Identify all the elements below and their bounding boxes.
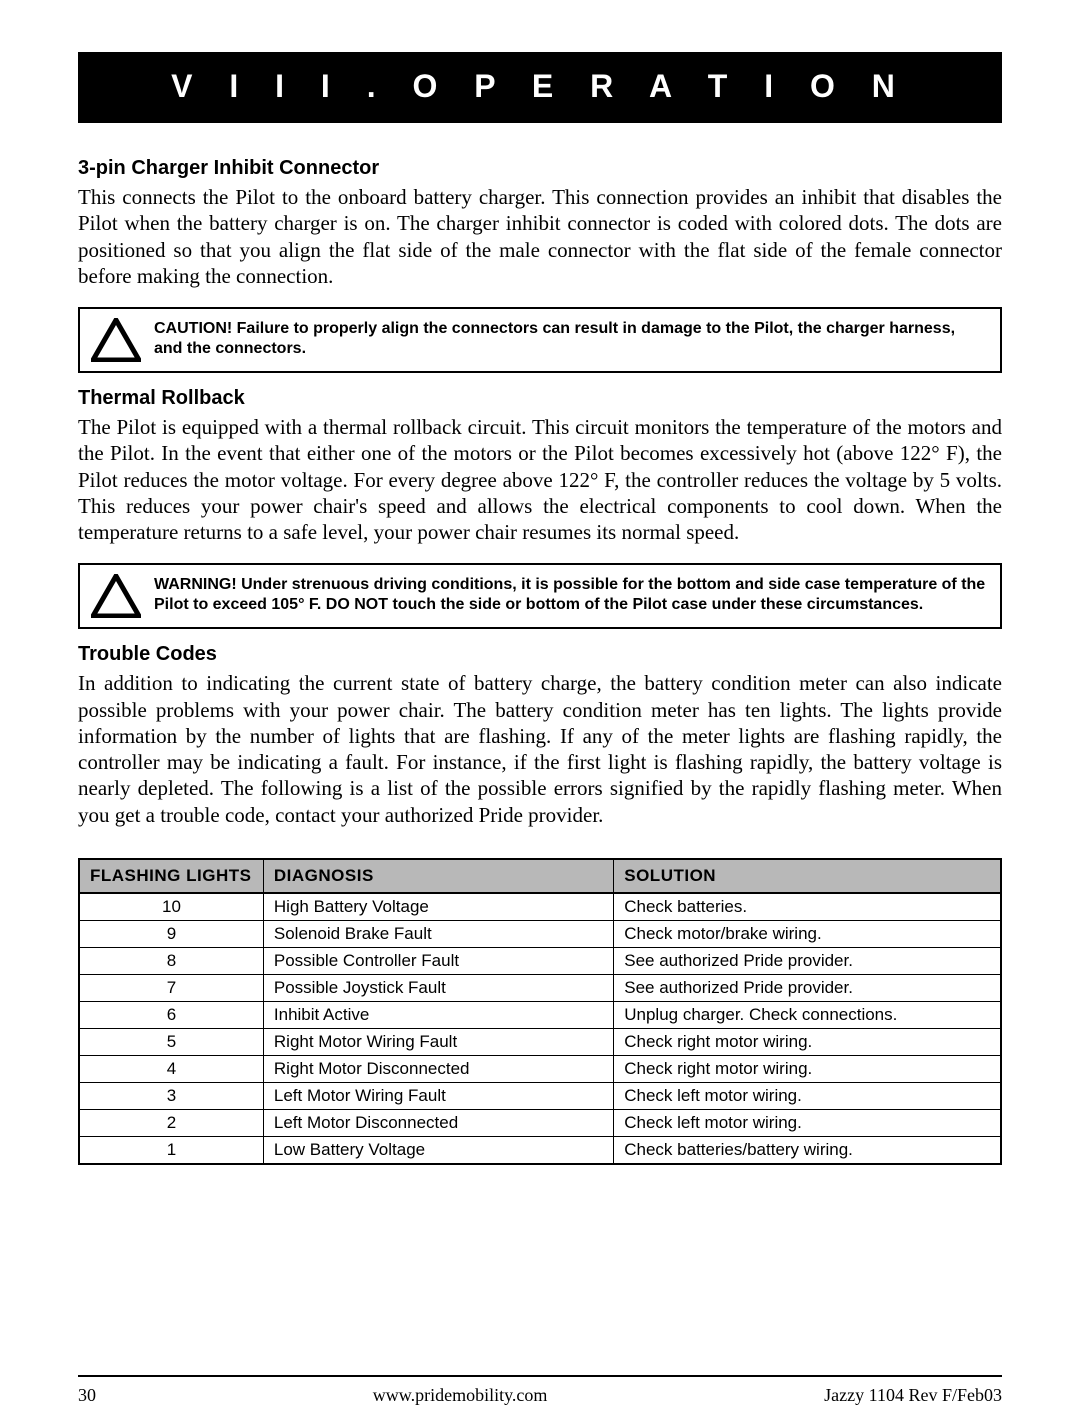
column-header-lights: FLASHING LIGHTS [79,859,263,893]
table-row: 9Solenoid Brake FaultCheck motor/brake w… [79,920,1001,947]
trouble-table-body: 10High Battery VoltageCheck batteries.9S… [79,893,1001,1164]
document-page: V I I I . O P E R A T I O N 3-pin Charge… [0,0,1080,1406]
table-cell: Right Motor Disconnected [263,1055,613,1082]
table-row: 3Left Motor Wiring FaultCheck left motor… [79,1082,1001,1109]
footer-url: www.pridemobility.com [373,1385,548,1406]
table-cell: 5 [79,1028,263,1055]
table-cell: 3 [79,1082,263,1109]
chapter-banner: V I I I . O P E R A T I O N [78,52,1002,123]
table-cell: Check right motor wiring. [614,1055,1001,1082]
table-cell: Right Motor Wiring Fault [263,1028,613,1055]
table-cell: 6 [79,1001,263,1028]
table-cell: Check batteries. [614,893,1001,921]
column-header-diagnosis: DIAGNOSIS [263,859,613,893]
body-text: The Pilot is equipped with a thermal rol… [78,414,1002,545]
table-row: 7Possible Joystick FaultSee authorized P… [79,974,1001,1001]
table-cell: Unplug charger. Check connections. [614,1001,1001,1028]
section-trouble-codes: Trouble Codes In addition to indicating … [78,643,1002,828]
table-row: 10High Battery VoltageCheck batteries. [79,893,1001,921]
table-cell: 10 [79,893,263,921]
warning-triangle-icon [90,573,142,619]
table-cell: Check left motor wiring. [614,1109,1001,1136]
table-cell: Check right motor wiring. [614,1028,1001,1055]
table-cell: Possible Controller Fault [263,947,613,974]
table-row: 4Right Motor DisconnectedCheck right mot… [79,1055,1001,1082]
table-cell: See authorized Pride provider. [614,974,1001,1001]
warning-triangle-icon [90,317,142,363]
column-header-solution: SOLUTION [614,859,1001,893]
section-heading: Thermal Rollback [78,387,1002,410]
section-heading: Trouble Codes [78,643,1002,666]
page-number: 30 [78,1385,96,1406]
warning-text: WARNING! Under strenuous driving conditi… [154,573,986,615]
table-row: 2Left Motor DisconnectedCheck left motor… [79,1109,1001,1136]
table-cell: Left Motor Disconnected [263,1109,613,1136]
table-cell: High Battery Voltage [263,893,613,921]
trouble-codes-table: FLASHING LIGHTS DIAGNOSIS SOLUTION 10Hig… [78,858,1002,1165]
caution-callout: CAUTION! Failure to properly align the c… [78,307,1002,373]
section-thermal-rollback: Thermal Rollback The Pilot is equipped w… [78,387,1002,545]
table-cell: Inhibit Active [263,1001,613,1028]
table-cell: Possible Joystick Fault [263,974,613,1001]
warning-callout: WARNING! Under strenuous driving conditi… [78,563,1002,629]
body-text: In addition to indicating the current st… [78,670,1002,828]
table-row: 1Low Battery VoltageCheck batteries/batt… [79,1136,1001,1164]
section-heading: 3-pin Charger Inhibit Connector [78,157,1002,180]
table-cell: 4 [79,1055,263,1082]
table-cell: See authorized Pride provider. [614,947,1001,974]
section-charger-inhibit: 3-pin Charger Inhibit Connector This con… [78,157,1002,289]
table-cell: Left Motor Wiring Fault [263,1082,613,1109]
table-cell: 9 [79,920,263,947]
table-row: 8Possible Controller FaultSee authorized… [79,947,1001,974]
doc-revision: Jazzy 1104 Rev F/Feb03 [824,1385,1002,1406]
body-text: This connects the Pilot to the onboard b… [78,184,1002,289]
table-cell: Check batteries/battery wiring. [614,1136,1001,1164]
table-cell: Check motor/brake wiring. [614,920,1001,947]
table-cell: 8 [79,947,263,974]
table-cell: Low Battery Voltage [263,1136,613,1164]
table-cell: 7 [79,974,263,1001]
table-cell: 1 [79,1136,263,1164]
page-footer: 30 www.pridemobility.com Jazzy 1104 Rev … [78,1377,1002,1406]
table-cell: Solenoid Brake Fault [263,920,613,947]
table-row: 6Inhibit ActiveUnplug charger. Check con… [79,1001,1001,1028]
table-row: 5Right Motor Wiring FaultCheck right mot… [79,1028,1001,1055]
table-cell: 2 [79,1109,263,1136]
table-header-row: FLASHING LIGHTS DIAGNOSIS SOLUTION [79,859,1001,893]
table-cell: Check left motor wiring. [614,1082,1001,1109]
caution-text: CAUTION! Failure to properly align the c… [154,317,986,359]
